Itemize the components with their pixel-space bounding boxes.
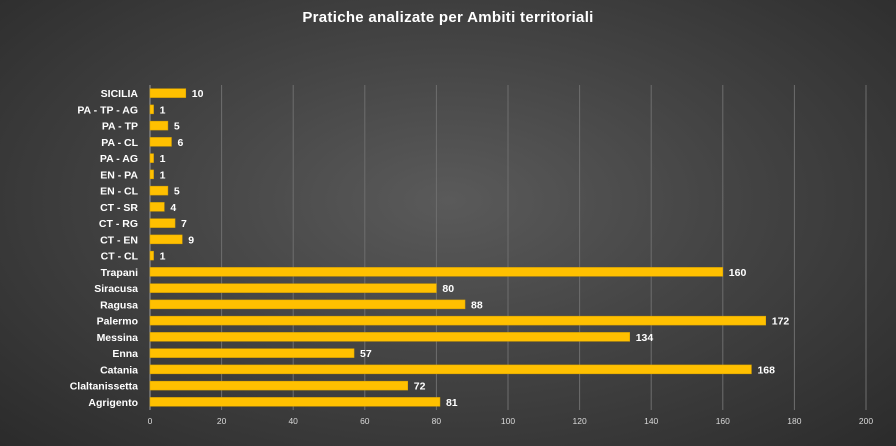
- gridlines: [149, 85, 867, 410]
- bars: [149, 88, 767, 407]
- bar: [149, 332, 630, 342]
- data-label: 4: [170, 202, 176, 214]
- data-label: 172: [772, 316, 790, 328]
- bar: [149, 364, 752, 375]
- bar: [149, 120, 169, 131]
- data-label: 5: [174, 121, 180, 133]
- bar: [149, 250, 154, 261]
- x-tick-label: 80: [432, 416, 442, 426]
- category-label: PA - TP - AG: [77, 104, 138, 116]
- category-labels: SICILIA PA - TP - AG PA - TP PA - CL PA - AG…: [70, 88, 139, 409]
- x-tick-label: 200: [859, 416, 873, 426]
- x-tick-label: 100: [501, 416, 515, 426]
- x-tick-label: 180: [787, 416, 801, 426]
- data-label: 1: [160, 251, 166, 263]
- category-label: CT - RG: [99, 218, 138, 230]
- data-label: 88: [471, 299, 483, 311]
- data-label: 134: [636, 332, 654, 344]
- data-label: 10: [192, 88, 204, 100]
- category-label: Enna: [112, 348, 138, 360]
- category-label: Siracusa: [94, 283, 138, 295]
- x-tick-label: 40: [288, 416, 298, 426]
- bar: [149, 153, 154, 163]
- category-label: Messina: [97, 332, 139, 344]
- bar: [149, 299, 466, 310]
- chart-title: Pratiche analizate per Ambiti territoria…: [302, 9, 593, 26]
- category-label: PA - AG: [100, 153, 138, 165]
- x-tick-label: 120: [573, 416, 587, 426]
- category-label: Claltanissetta: [70, 381, 138, 393]
- data-label: 168: [757, 364, 775, 376]
- data-label: 5: [174, 186, 180, 198]
- bar: [149, 169, 154, 180]
- data-label: 80: [442, 283, 454, 295]
- data-label: 81: [446, 397, 458, 409]
- x-tick-labels: 0 20 40 60 80 100 120 140 160 180 200: [148, 416, 874, 426]
- bar: [149, 104, 154, 115]
- bar: [149, 185, 169, 196]
- bar: [149, 234, 183, 245]
- category-label: Palermo: [97, 316, 138, 328]
- x-tick-label: 20: [217, 416, 227, 426]
- data-label: 1: [160, 153, 166, 165]
- data-label: 57: [360, 348, 372, 360]
- category-label: PA - CL: [101, 137, 138, 149]
- bar: [149, 218, 176, 228]
- data-label: 1: [160, 169, 166, 181]
- bar: [149, 380, 409, 391]
- category-label: Agrigento: [88, 397, 138, 409]
- category-label: EN - PA: [100, 169, 138, 181]
- category-label: Catania: [100, 364, 138, 376]
- category-label: SICILIA: [101, 88, 139, 100]
- bar: [149, 397, 441, 407]
- bar: [149, 315, 767, 326]
- category-label: CT - CL: [101, 251, 139, 263]
- data-label: 7: [181, 218, 187, 230]
- x-tick-label: 140: [644, 416, 658, 426]
- category-label: Ragusa: [100, 299, 138, 311]
- data-label: 72: [414, 381, 426, 393]
- category-label: Trapani: [101, 267, 138, 279]
- x-tick-label: 160: [716, 416, 730, 426]
- data-label: 1: [160, 104, 166, 116]
- bar: [149, 348, 355, 358]
- bar: [149, 283, 437, 293]
- bar: [149, 88, 187, 98]
- category-label: EN - CL: [100, 186, 139, 198]
- category-label: CT - EN: [100, 234, 138, 246]
- x-tick-label: 60: [360, 416, 370, 426]
- data-label: 160: [729, 267, 747, 279]
- data-label: 9: [188, 234, 194, 246]
- bar: [149, 202, 165, 212]
- category-label: CT - SR: [100, 202, 138, 214]
- x-tick-label: 0: [148, 416, 153, 426]
- bar: [149, 267, 724, 277]
- category-label: PA - TP: [102, 121, 138, 133]
- bar: [149, 137, 172, 147]
- data-label: 6: [177, 137, 183, 149]
